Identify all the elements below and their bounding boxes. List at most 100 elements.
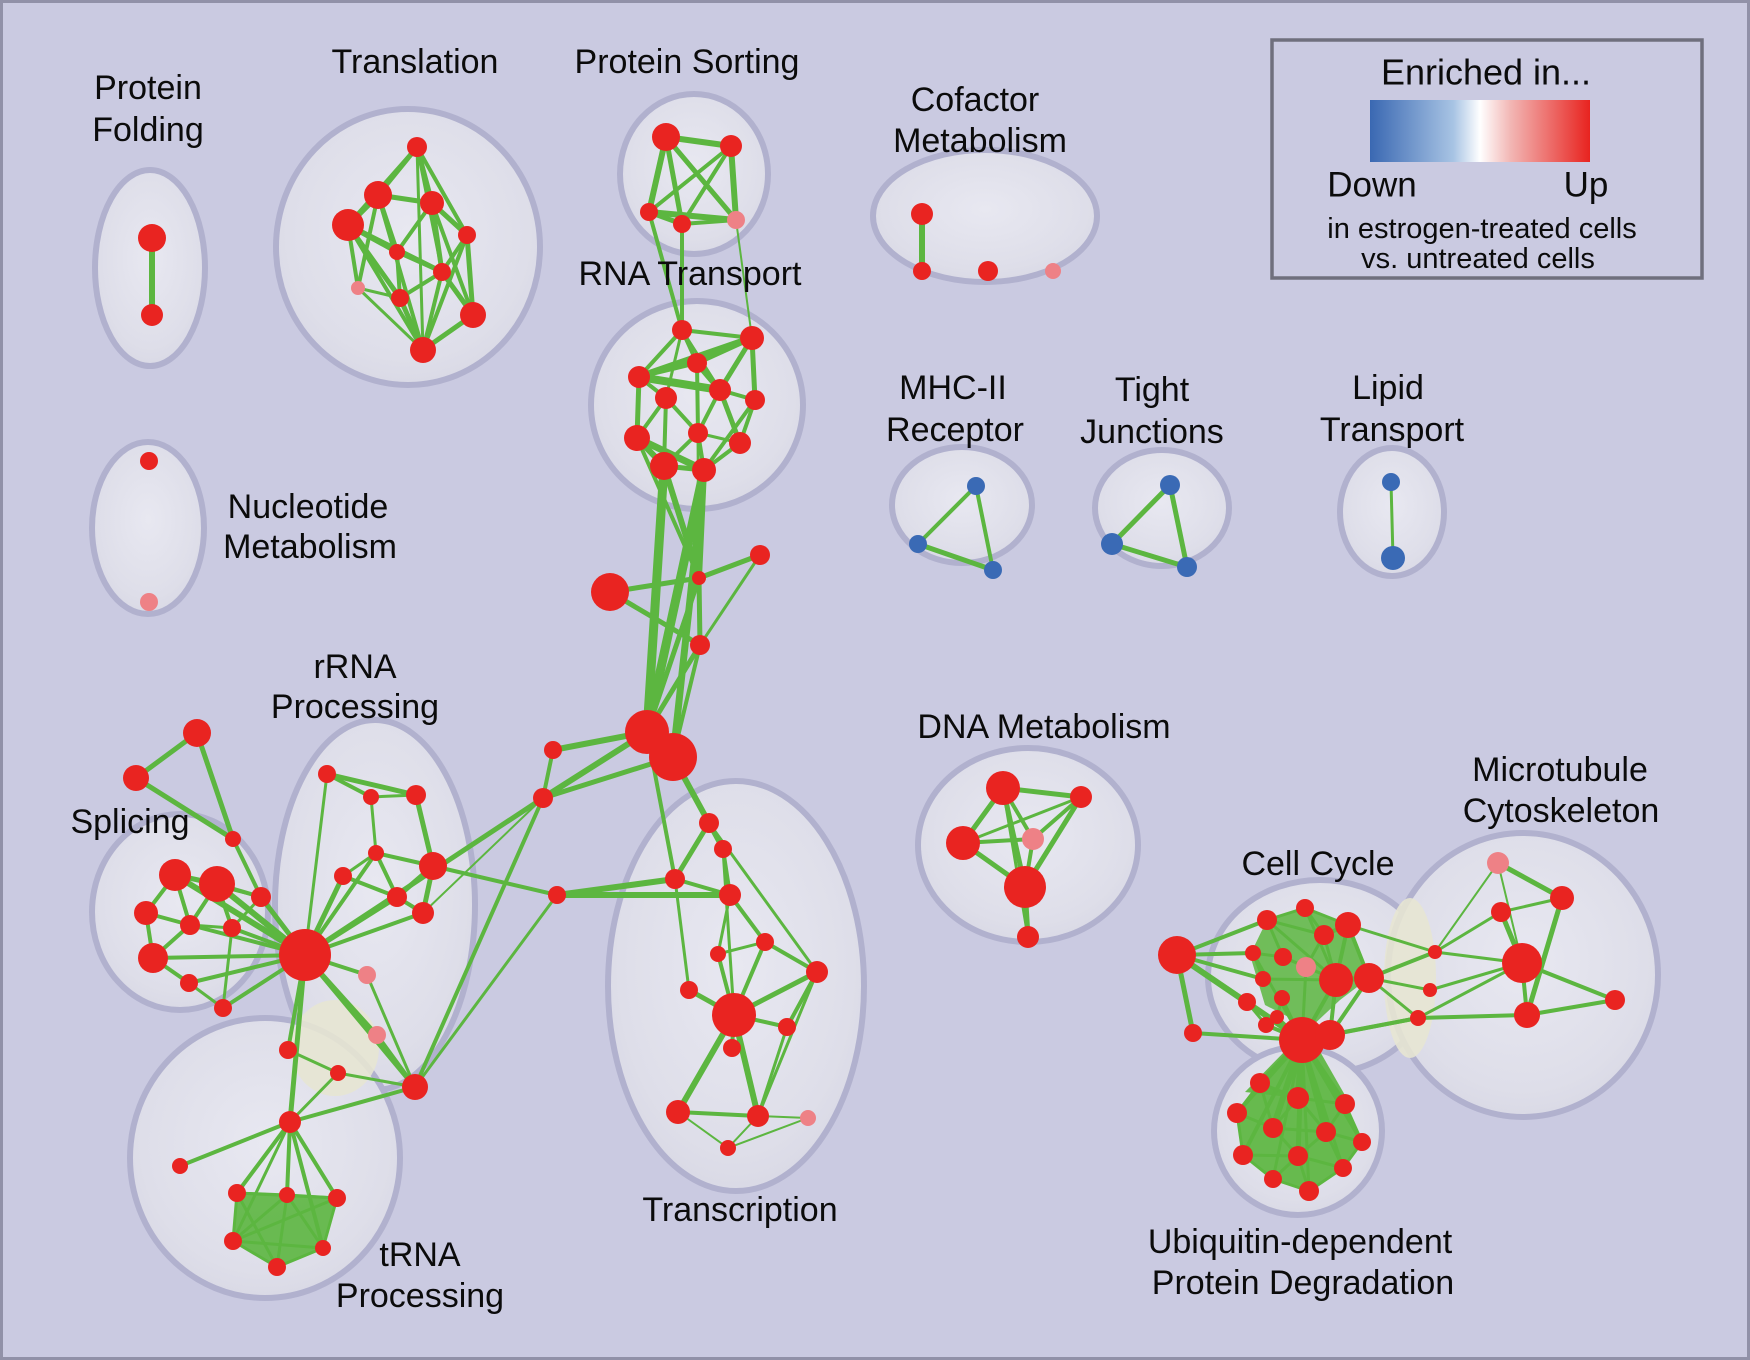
gene-set-node [1605, 990, 1625, 1010]
network-edge [303, 772, 329, 957]
network-edge [756, 970, 819, 1118]
gene-set-node [1279, 1017, 1325, 1063]
network-edge [735, 219, 753, 339]
network-edge [413, 893, 559, 1089]
network-edge [356, 286, 425, 352]
network-edge [635, 373, 724, 394]
gene-set-node [159, 859, 191, 891]
network-edge [376, 193, 425, 352]
gene-set-node [709, 379, 731, 401]
gene-set-node [720, 135, 742, 157]
gene-set-node [1423, 983, 1437, 997]
gene-set-node [750, 545, 770, 565]
gene-set-node [591, 573, 629, 611]
network-edge [1389, 480, 1395, 560]
gene-set-node [1287, 1087, 1309, 1109]
network-edge [421, 233, 469, 352]
cluster-cofactor-metabolism-label-0: Cofactor [911, 81, 1040, 119]
gene-set-node [1274, 948, 1292, 966]
network-edge [178, 1120, 292, 1168]
gene-set-node [138, 943, 168, 973]
gene-set-node [1227, 1103, 1247, 1123]
cluster-splicing-ellipse [89, 811, 271, 1013]
network-edge [1524, 895, 1565, 1018]
gene-set-node [1270, 1010, 1284, 1024]
cluster-tight-junctions-ellipse [1092, 447, 1232, 569]
gene-set-node [1335, 912, 1361, 938]
network-edge [642, 461, 669, 737]
gene-set-node [123, 765, 149, 791]
gene-set-node [1258, 1017, 1274, 1033]
cluster-overlap-patch-1 [291, 1000, 379, 1096]
cluster-nucleotide-metabolism-label-1: Metabolism [223, 528, 397, 566]
network-edge [961, 795, 1083, 845]
network-edge [647, 210, 684, 332]
nodes-layer [123, 123, 1625, 1276]
gene-set-node [967, 477, 985, 495]
network-edge [1109, 541, 1190, 570]
network-edge [756, 1025, 789, 1118]
gene-set-node [134, 901, 158, 925]
gene-set-node [315, 1240, 331, 1256]
network-edge [672, 820, 712, 882]
gene-set-node [460, 302, 486, 328]
network-edge [642, 465, 709, 737]
network-edge [1001, 786, 1030, 939]
gene-set-node [1381, 546, 1405, 570]
gene-set-node [391, 289, 409, 307]
gene-set-node [358, 966, 376, 984]
network-edge [231, 837, 263, 899]
gene-set-node [688, 423, 708, 443]
network-edge [421, 270, 444, 352]
gene-set-node [387, 887, 407, 907]
gene-set-node [1274, 990, 1290, 1006]
gene-set-node [279, 1187, 295, 1203]
gene-set-node [141, 304, 163, 326]
network-edge [133, 775, 236, 842]
gene-set-node [251, 887, 271, 907]
gene-set-node [420, 191, 444, 215]
network-edge [346, 223, 425, 352]
network-edge [288, 1071, 340, 1124]
gene-set-node [1158, 936, 1196, 974]
cluster-rna-transport-label-0: RNA Transport [579, 255, 803, 293]
network-edge [356, 193, 380, 290]
gene-set-node [351, 281, 365, 295]
cluster-ubiquitin-degradation-label-0: Ubiquitin-dependent [1148, 1223, 1453, 1261]
network-edge [235, 1120, 292, 1195]
cluster-transcription-label-0: Transcription [642, 1191, 837, 1229]
cluster-protein-sorting-label-0: Protein Sorting [575, 43, 800, 81]
gene-set-node [911, 203, 933, 225]
gene-set-node [719, 884, 741, 906]
cluster-ubiquitin-degradation-label-1: Protein Degradation [1152, 1264, 1454, 1302]
network-edge [413, 796, 545, 1089]
cluster-cofactor-metabolism-label-1: Metabolism [893, 122, 1067, 160]
gene-set-node [946, 826, 980, 860]
network-edge [1300, 1038, 1311, 1193]
gene-set-node [1514, 1002, 1540, 1028]
cluster-nucleotide-metabolism-label-0: Nucleotide [228, 488, 389, 526]
gene-set-node [1428, 945, 1442, 959]
gene-set-node [1319, 963, 1353, 997]
gene-set-node [778, 1018, 796, 1036]
gene-set-node [1022, 828, 1044, 850]
network-edge [422, 797, 544, 914]
cluster-transcription-ellipse [605, 778, 867, 1194]
gene-set-node [1316, 1122, 1336, 1142]
gene-set-node [692, 458, 716, 482]
gene-set-node [548, 886, 566, 904]
network-edge [288, 1120, 339, 1200]
cluster-dna-metabolism-label-0: DNA Metabolism [917, 708, 1170, 746]
network-edge [1433, 910, 1503, 954]
gene-set-node [533, 788, 553, 808]
gene-set-node [224, 1232, 242, 1250]
network-edge [365, 973, 417, 1089]
network-edge [1434, 862, 1499, 953]
network-edge [916, 484, 978, 546]
gene-set-node [1238, 993, 1256, 1011]
cluster-tight-junctions-label-0: Tight [1115, 371, 1190, 409]
gene-set-node [756, 933, 774, 951]
gene-set-node [747, 1105, 769, 1127]
